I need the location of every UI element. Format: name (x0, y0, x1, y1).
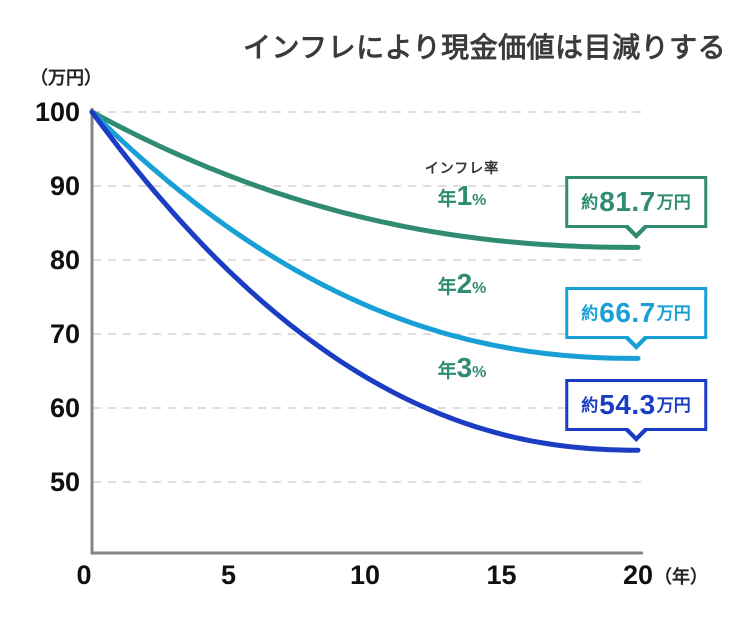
rate-label-1pct: 年1% (438, 182, 487, 210)
y-tick-label: 50 (50, 467, 80, 497)
y-tick-label: 100 (35, 97, 80, 127)
rate-prefix: 年 (437, 189, 457, 210)
rate-suffix: % (472, 192, 487, 209)
y-tick-label: 70 (50, 319, 80, 349)
bubble-tail-fill (625, 333, 647, 345)
rate-suffix: % (472, 364, 487, 381)
rate-prefix: 年 (437, 277, 457, 298)
bubble-suffix: 万円 (656, 303, 691, 323)
series-line-1pct (89, 109, 641, 250)
bubble-value: 66.7 (599, 297, 656, 329)
x-axis-unit-label: （年） (654, 567, 708, 587)
value-bubble-3pct: 約 54.3 万円 (565, 379, 707, 443)
y-axis-unit-label: （万円） (30, 68, 102, 88)
bubble-tail-fill (625, 425, 647, 437)
bubble-value: 81.7 (599, 186, 656, 218)
y-tick-label: 80 (50, 245, 80, 275)
rate-suffix: % (472, 280, 487, 297)
bubble-tail-fill (625, 222, 647, 234)
value-bubble-1pct: 約 81.7 万円 (565, 176, 707, 240)
legend-heading: インフレ率 (424, 160, 500, 176)
x-tick-label: 5 (221, 560, 236, 590)
bubble-prefix: 約 (581, 395, 599, 415)
x-tick-label: 15 (486, 560, 516, 590)
y-tick-label: 60 (50, 393, 80, 423)
bubble-suffix: 万円 (656, 395, 691, 415)
bubble-prefix: 約 (581, 303, 599, 323)
value-bubble-2pct: 約 66.7 万円 (565, 287, 707, 351)
rate-prefix: 年 (437, 361, 457, 382)
x-tick-label: 0 (76, 560, 91, 590)
bubble-prefix: 約 (581, 192, 599, 212)
x-tick-label: 20 (623, 560, 653, 590)
series-line-2pct (89, 109, 641, 361)
rate-label-2pct: 年2% (438, 270, 487, 298)
rate-number: 3 (456, 352, 473, 383)
series-line-3pct (89, 109, 641, 453)
bubble-suffix: 万円 (656, 192, 691, 212)
x-tick-label: 10 (350, 560, 380, 590)
rate-label-3pct: 年3% (438, 354, 487, 382)
rate-number: 2 (456, 268, 473, 299)
axes (90, 108, 643, 555)
rate-number: 1 (456, 180, 473, 211)
y-tick-label: 90 (50, 171, 80, 201)
bubble-value: 54.3 (599, 389, 656, 421)
chart-title: インフレにより現金価値は目減りする (243, 32, 727, 63)
